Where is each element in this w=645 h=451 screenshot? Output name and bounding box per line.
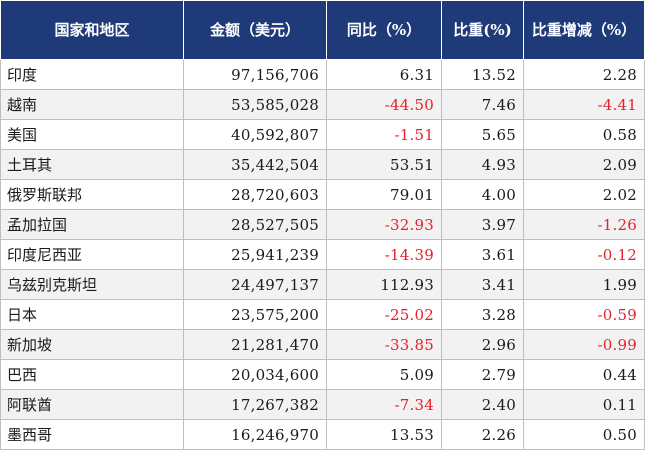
header-share-change: 比重增减（%） — [523, 0, 645, 60]
cell-amount: 16,246,970 — [183, 419, 327, 450]
cell-yoy: -33.85 — [326, 329, 442, 360]
cell-amount: 25,941,239 — [183, 239, 327, 270]
cell-amount: 23,575,200 — [183, 299, 327, 330]
cell-share: 3.61 — [441, 239, 524, 270]
cell-country: 越南 — [0, 89, 184, 120]
cell-country: 印度 — [0, 59, 184, 90]
cell-share-change: -0.12 — [523, 239, 645, 270]
cell-share: 7.46 — [441, 89, 524, 120]
header-yoy: 同比（%） — [326, 0, 442, 60]
cell-country: 墨西哥 — [0, 419, 184, 450]
table-row: 孟加拉国 28,527,505 -32.93 3.97 -1.26 — [0, 209, 645, 240]
cell-yoy: -25.02 — [326, 299, 442, 330]
cell-share: 3.41 — [441, 269, 524, 300]
cell-share: 3.28 — [441, 299, 524, 330]
table-row: 美国 40,592,807 -1.51 5.65 0.58 — [0, 119, 645, 150]
table-row: 新加坡 21,281,470 -33.85 2.96 -0.99 — [0, 329, 645, 360]
cell-share-change: -0.99 — [523, 329, 645, 360]
cell-country: 阿联酋 — [0, 389, 184, 420]
cell-share: 2.26 — [441, 419, 524, 450]
cell-share: 3.97 — [441, 209, 524, 240]
table-body: 印度 97,156,706 6.31 13.52 2.28 越南 53,585,028 -44… — [0, 59, 645, 450]
cell-yoy: -14.39 — [326, 239, 442, 270]
cell-share: 2.40 — [441, 389, 524, 420]
cell-amount: 53,585,028 — [183, 89, 327, 120]
table-row: 阿联酋 17,267,382 -7.34 2.40 0.11 — [0, 389, 645, 420]
cell-amount: 17,267,382 — [183, 389, 327, 420]
cell-yoy: 79.01 — [326, 179, 442, 210]
cell-yoy: 5.09 — [326, 359, 442, 390]
cell-share-change: -4.41 — [523, 89, 645, 120]
cell-share: 5.65 — [441, 119, 524, 150]
table-row: 乌兹别克斯坦 24,497,137 112.93 3.41 1.99 — [0, 269, 645, 300]
table-row: 墨西哥 16,246,970 13.53 2.26 0.50 — [0, 419, 645, 450]
cell-share-change: 0.11 — [523, 389, 645, 420]
cell-country: 美国 — [0, 119, 184, 150]
cell-yoy: 112.93 — [326, 269, 442, 300]
cell-country: 印度尼西亚 — [0, 239, 184, 270]
cell-yoy: 6.31 — [326, 59, 442, 90]
cell-share-change: 0.58 — [523, 119, 645, 150]
cell-share-change: -0.59 — [523, 299, 645, 330]
header-row: 国家和地区 金额（美元） 同比（%） 比重(%) 比重增减（%） — [0, 0, 645, 60]
cell-country: 新加坡 — [0, 329, 184, 360]
table-row: 土耳其 35,442,504 53.51 4.93 2.09 — [0, 149, 645, 180]
table-row: 越南 53,585,028 -44.50 7.46 -4.41 — [0, 89, 645, 120]
cell-share-change: 0.50 — [523, 419, 645, 450]
cell-amount: 20,034,600 — [183, 359, 327, 390]
cell-amount: 28,527,505 — [183, 209, 327, 240]
cell-share-change: 1.99 — [523, 269, 645, 300]
cell-country: 日本 — [0, 299, 184, 330]
cell-country: 乌兹别克斯坦 — [0, 269, 184, 300]
table-row: 印度尼西亚 25,941,239 -14.39 3.61 -0.12 — [0, 239, 645, 270]
table-row: 印度 97,156,706 6.31 13.52 2.28 — [0, 59, 645, 90]
cell-share-change: 2.09 — [523, 149, 645, 180]
cell-amount: 97,156,706 — [183, 59, 327, 90]
cell-amount: 24,497,137 — [183, 269, 327, 300]
cell-share: 13.52 — [441, 59, 524, 90]
table-row: 俄罗斯联邦 28,720,603 79.01 4.00 2.02 — [0, 179, 645, 210]
cell-country: 俄罗斯联邦 — [0, 179, 184, 210]
cell-country: 巴西 — [0, 359, 184, 390]
cell-yoy: 53.51 — [326, 149, 442, 180]
header-amount: 金额（美元） — [183, 0, 327, 60]
table-header: 国家和地区 金额（美元） 同比（%） 比重(%) 比重增减（%） — [0, 0, 645, 60]
cell-amount: 35,442,504 — [183, 149, 327, 180]
table-row: 巴西 20,034,600 5.09 2.79 0.44 — [0, 359, 645, 390]
cell-share-change: 0.44 — [523, 359, 645, 390]
header-country: 国家和地区 — [0, 0, 184, 60]
cell-yoy: -44.50 — [326, 89, 442, 120]
cell-share-change: 2.28 — [523, 59, 645, 90]
cell-share: 2.96 — [441, 329, 524, 360]
cell-share-change: -1.26 — [523, 209, 645, 240]
cell-country: 孟加拉国 — [0, 209, 184, 240]
cell-yoy: -7.34 — [326, 389, 442, 420]
cell-share: 4.93 — [441, 149, 524, 180]
cell-amount: 28,720,603 — [183, 179, 327, 210]
cell-share: 2.79 — [441, 359, 524, 390]
header-share: 比重(%) — [441, 0, 524, 60]
table-row: 日本 23,575,200 -25.02 3.28 -0.59 — [0, 299, 645, 330]
cell-share-change: 2.02 — [523, 179, 645, 210]
cell-yoy: 13.53 — [326, 419, 442, 450]
cell-share: 4.00 — [441, 179, 524, 210]
cell-yoy: -32.93 — [326, 209, 442, 240]
cell-amount: 21,281,470 — [183, 329, 327, 360]
cell-amount: 40,592,807 — [183, 119, 327, 150]
cell-yoy: -1.51 — [326, 119, 442, 150]
cell-country: 土耳其 — [0, 149, 184, 180]
